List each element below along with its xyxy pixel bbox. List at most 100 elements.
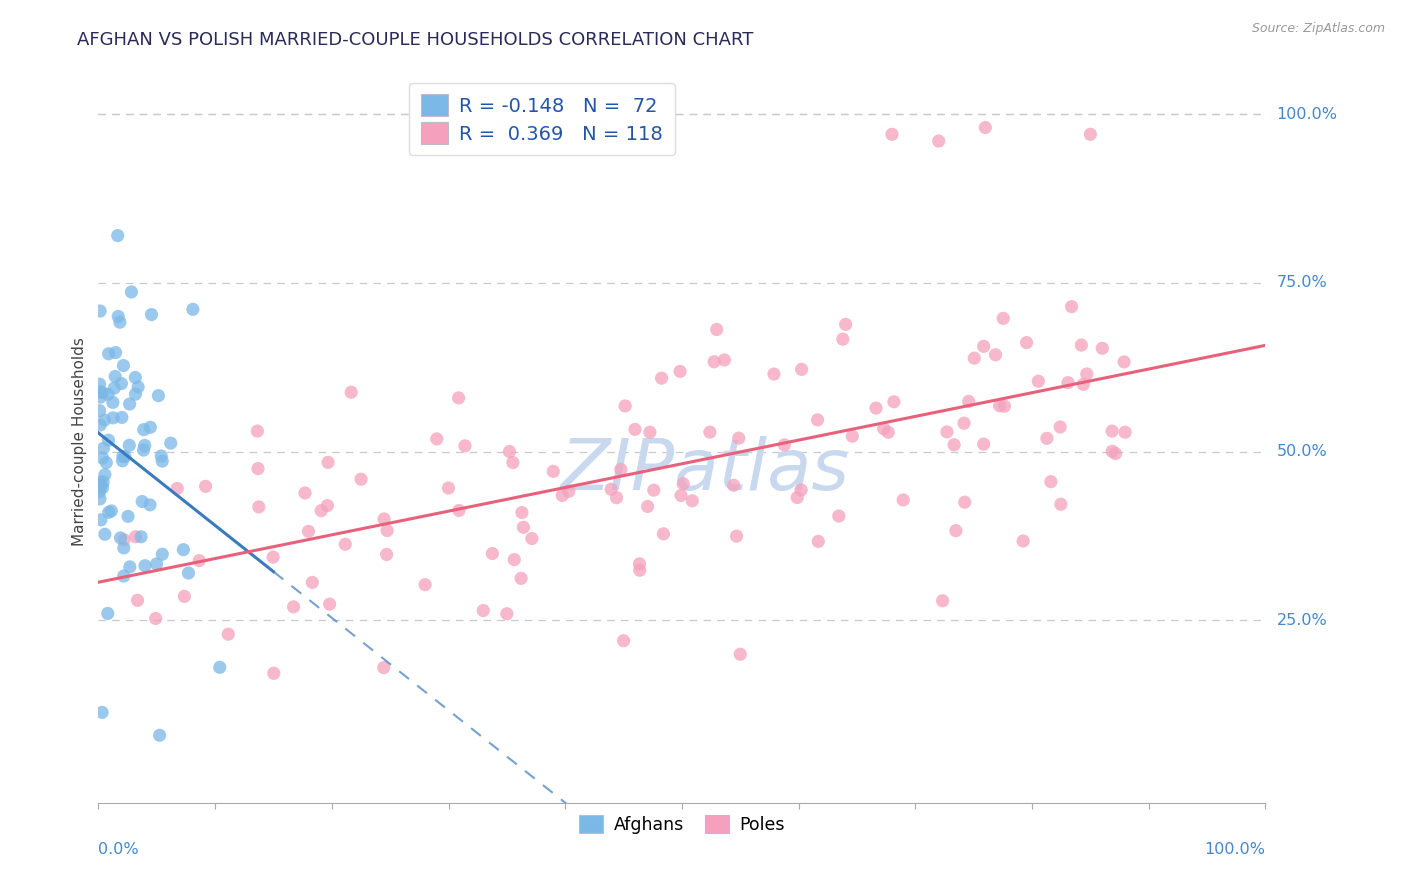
Point bbox=[669, 488, 692, 502]
Point bbox=[132, 443, 155, 458]
Point bbox=[181, 302, 204, 317]
Point bbox=[437, 481, 460, 495]
Point bbox=[725, 529, 748, 543]
Point bbox=[89, 390, 111, 404]
Text: 25.0%: 25.0% bbox=[1277, 613, 1327, 628]
Point bbox=[89, 417, 111, 432]
Point bbox=[512, 520, 534, 534]
Point bbox=[877, 425, 900, 440]
Point bbox=[1012, 533, 1035, 548]
Legend: Afghans, Poles: Afghans, Poles bbox=[572, 808, 792, 841]
Point bbox=[89, 475, 111, 490]
Point bbox=[316, 455, 339, 469]
Point bbox=[1039, 475, 1062, 489]
Point bbox=[188, 553, 211, 567]
Point bbox=[283, 599, 305, 614]
Point bbox=[217, 627, 239, 641]
Point bbox=[723, 478, 745, 492]
Point bbox=[988, 399, 1011, 413]
Point bbox=[148, 389, 170, 403]
Point bbox=[246, 461, 269, 475]
Point bbox=[1104, 446, 1126, 460]
Point bbox=[318, 597, 340, 611]
Point bbox=[112, 541, 135, 555]
Point bbox=[373, 660, 395, 674]
Point bbox=[413, 577, 436, 591]
Point bbox=[953, 416, 976, 430]
Point bbox=[730, 647, 752, 661]
Point bbox=[111, 450, 134, 464]
Point bbox=[1071, 377, 1094, 392]
Point bbox=[93, 413, 115, 427]
Text: Source: ZipAtlas.com: Source: ZipAtlas.com bbox=[1251, 22, 1385, 36]
Point bbox=[600, 483, 623, 497]
Text: 100.0%: 100.0% bbox=[1277, 106, 1337, 121]
Point bbox=[262, 550, 284, 565]
Point bbox=[1049, 420, 1071, 434]
Point bbox=[503, 552, 526, 566]
Point bbox=[1050, 497, 1073, 511]
Point bbox=[447, 503, 470, 517]
Point bbox=[104, 345, 127, 359]
Point bbox=[96, 456, 118, 470]
Point bbox=[173, 590, 195, 604]
Point bbox=[127, 593, 149, 607]
Point bbox=[139, 420, 162, 434]
Text: 100.0%: 100.0% bbox=[1205, 842, 1265, 856]
Point bbox=[110, 376, 132, 391]
Point bbox=[762, 367, 785, 381]
Point bbox=[1060, 300, 1083, 314]
Point bbox=[166, 482, 188, 496]
Point bbox=[124, 370, 146, 384]
Point bbox=[1101, 424, 1123, 438]
Point bbox=[294, 486, 316, 500]
Point bbox=[713, 353, 735, 368]
Point bbox=[117, 509, 139, 524]
Point bbox=[97, 607, 120, 621]
Point bbox=[101, 410, 124, 425]
Point bbox=[150, 454, 173, 468]
Point bbox=[481, 547, 503, 561]
Point bbox=[97, 433, 120, 447]
Point bbox=[883, 394, 905, 409]
Point bbox=[297, 524, 319, 539]
Point bbox=[643, 483, 665, 497]
Point bbox=[928, 134, 950, 148]
Point bbox=[103, 381, 125, 395]
Point bbox=[703, 355, 725, 369]
Point bbox=[541, 464, 564, 478]
Point bbox=[637, 500, 659, 514]
Point bbox=[89, 304, 111, 318]
Point bbox=[90, 513, 112, 527]
Point bbox=[610, 462, 633, 476]
Point bbox=[727, 431, 749, 445]
Point bbox=[669, 364, 692, 378]
Point bbox=[957, 394, 980, 409]
Point bbox=[974, 120, 997, 135]
Point bbox=[124, 387, 146, 401]
Point bbox=[510, 571, 533, 585]
Point bbox=[263, 666, 285, 681]
Point bbox=[101, 395, 124, 409]
Point bbox=[91, 481, 114, 495]
Point bbox=[107, 310, 129, 324]
Point bbox=[706, 322, 728, 336]
Point bbox=[447, 391, 470, 405]
Point bbox=[104, 369, 127, 384]
Point bbox=[1101, 444, 1123, 458]
Point bbox=[97, 387, 120, 401]
Point bbox=[1080, 128, 1102, 142]
Point bbox=[112, 359, 135, 373]
Point bbox=[936, 425, 959, 439]
Point bbox=[614, 399, 637, 413]
Point bbox=[963, 351, 986, 366]
Point bbox=[672, 476, 695, 491]
Point bbox=[340, 385, 363, 400]
Point bbox=[773, 438, 796, 452]
Point bbox=[613, 633, 636, 648]
Point bbox=[973, 339, 995, 353]
Point bbox=[177, 566, 200, 580]
Point bbox=[807, 534, 830, 549]
Text: 0.0%: 0.0% bbox=[98, 842, 139, 856]
Point bbox=[638, 425, 661, 440]
